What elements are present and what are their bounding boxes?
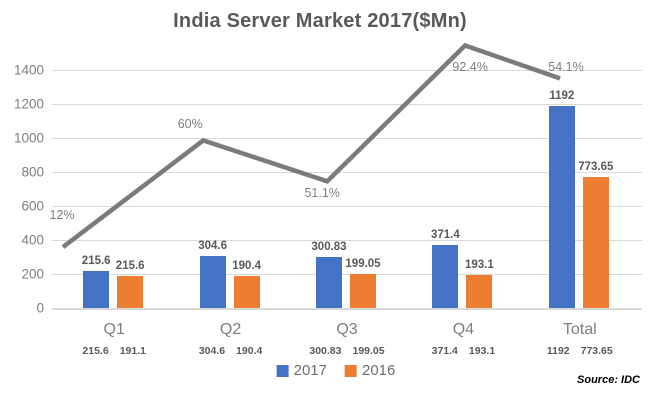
gridline-0 xyxy=(52,308,642,310)
bar-2017-q4 xyxy=(432,244,459,308)
axis-table-value: 300.83 xyxy=(309,345,342,357)
growth-percent-label: 60% xyxy=(177,117,203,132)
gridline-800 xyxy=(52,172,642,174)
category-label-q4: Q4 xyxy=(452,321,475,338)
axis-table-values-q2: 304.6 190.4 xyxy=(199,345,263,357)
bar-2017-q2 xyxy=(199,256,226,308)
bar-value-label-2017-q3: 300.83 xyxy=(311,240,347,253)
axis-table-value: 371.4 xyxy=(431,345,458,357)
bar-value-label-2017-q1: 215.6 xyxy=(81,255,111,268)
y-axis-tick-label: 1200 xyxy=(13,96,44,112)
axis-table-values-q4: 371.4 193.1 xyxy=(432,345,496,357)
axis-table-value: 199.05 xyxy=(352,345,385,357)
growth-percent-label: 12% xyxy=(49,208,75,223)
chart-title: India Server Market 2017($Mn) xyxy=(173,10,467,32)
y-axis-tick-label: 1000 xyxy=(13,130,44,146)
bar-value-label-2016-q4: 193.1 xyxy=(465,259,494,272)
growth-percent-label: 92.4% xyxy=(452,59,488,74)
axis-table-value: 215.6 xyxy=(82,345,109,357)
bar-2017-q1 xyxy=(83,271,110,308)
bar-value-label-2017-total: 1192 xyxy=(549,89,575,102)
growth-percent-label: 54.1% xyxy=(548,60,584,75)
bar-value-label-2017-q2: 304.6 xyxy=(198,240,227,253)
axis-table-value: 191.1 xyxy=(119,345,146,357)
axis-table-value: 1192 xyxy=(546,345,570,357)
legend-swatch-2017 xyxy=(276,364,289,377)
axis-table-value: 190.4 xyxy=(236,345,263,357)
gridline-600 xyxy=(52,206,642,208)
legend-item-2017: 2017 xyxy=(276,362,327,379)
axis-table-value: 193.1 xyxy=(468,345,496,357)
category-label-total: Total xyxy=(562,321,597,338)
legend-label-2017: 2017 xyxy=(293,362,327,379)
legend-swatch-2016 xyxy=(345,364,357,377)
gridline-1200 xyxy=(52,104,642,106)
bar-2016-total xyxy=(582,176,609,308)
y-axis-tick-label: 800 xyxy=(21,164,44,180)
bar-value-label-2016-q3: 199.05 xyxy=(345,258,381,271)
bar-2016-q2 xyxy=(233,275,260,308)
bar-value-label-2017-q4: 371.4 xyxy=(431,228,460,241)
axis-table-values-total: 1192 773.65 xyxy=(547,345,613,357)
gridline-200 xyxy=(52,274,642,276)
y-axis-tick-label: 0 xyxy=(36,300,44,316)
bar-2016-q1 xyxy=(117,275,144,308)
bar-2016-q3 xyxy=(350,274,376,308)
category-label-q2: Q2 xyxy=(219,321,242,338)
y-axis-tick-label: 600 xyxy=(21,198,44,214)
y-axis-tick-label: 400 xyxy=(21,232,44,248)
axis-table-value: 773.65 xyxy=(580,345,613,357)
axis-table-values-q3: 300.83 199.05 xyxy=(309,345,384,357)
category-label-q3: Q3 xyxy=(336,321,358,338)
bar-value-label-2016-total: 773.65 xyxy=(578,160,614,173)
bar-2017-q3 xyxy=(316,256,342,308)
source-note: Source: IDC xyxy=(577,374,640,386)
bar-2017-total xyxy=(548,105,575,308)
bar-2016-q4 xyxy=(466,275,493,308)
gridline-400 xyxy=(52,240,642,242)
axis-table-value: 304.6 xyxy=(198,345,226,357)
legend-label-2016: 2016 xyxy=(362,362,396,379)
growth-percent-label: 51.1% xyxy=(304,186,340,201)
category-label-q1: Q1 xyxy=(103,321,125,338)
axis-table-values-q1: 215.6 191.1 xyxy=(82,345,146,357)
gridline-1400 xyxy=(52,70,642,72)
y-axis-tick-label: 1400 xyxy=(13,62,44,78)
bar-value-label-2016-q2: 190.4 xyxy=(232,259,261,272)
chart-legend: 2017 2016 xyxy=(276,362,395,379)
bar-value-label-2016-q1: 215.6 xyxy=(115,259,145,272)
gridline-1000 xyxy=(52,138,642,140)
y-axis-tick-label: 200 xyxy=(21,266,44,282)
legend-item-2016: 2016 xyxy=(345,362,395,379)
